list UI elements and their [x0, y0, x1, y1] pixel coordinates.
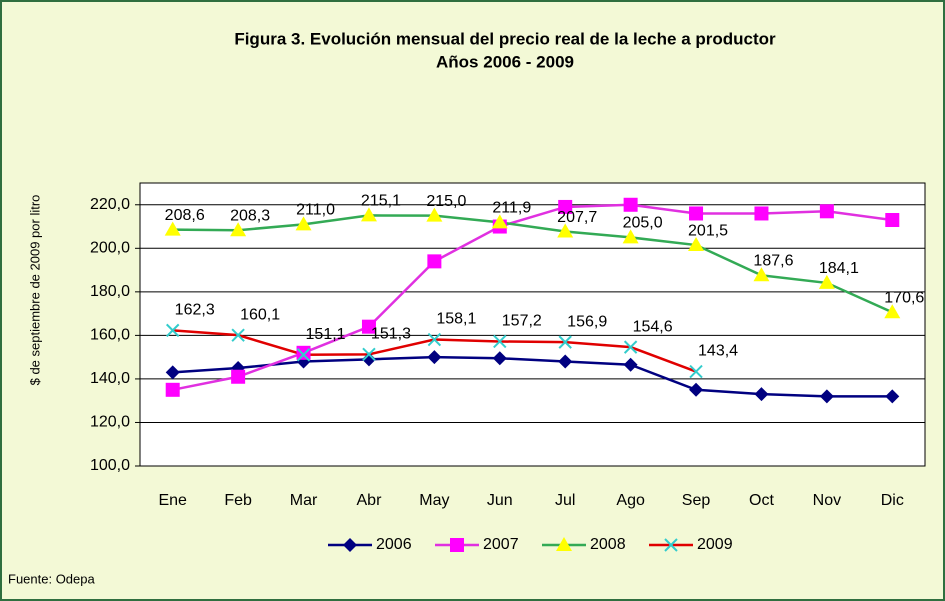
data-label: 157,2 [502, 313, 542, 330]
legend-label: 2006 [376, 536, 412, 553]
chart-title: Figura 3. Evolución mensual del precio r… [234, 29, 776, 48]
point-marker [689, 364, 703, 379]
series-line [172, 214, 893, 314]
data-label: 156,9 [567, 313, 607, 330]
data-label: 151,1 [306, 326, 346, 343]
point-marker [427, 350, 442, 365]
point-marker [296, 345, 311, 360]
point-marker [819, 204, 834, 219]
data-label: 187,6 [753, 253, 793, 270]
point-marker [166, 323, 180, 338]
legend-marker [450, 538, 464, 552]
point-marker [623, 197, 638, 212]
point-marker [165, 382, 180, 397]
point-marker [623, 340, 638, 354]
point-marker [885, 389, 900, 404]
point-marker [819, 389, 834, 404]
series-line [172, 203, 893, 392]
point-marker [622, 229, 639, 244]
x-tick-label: Oct [749, 492, 774, 509]
y-tick-label: 220,0 [90, 196, 130, 213]
data-label: 211,9 [492, 200, 531, 217]
point-marker [818, 274, 835, 289]
point-marker [231, 328, 245, 342]
x-tick-label: Ago [616, 492, 645, 509]
point-marker [493, 334, 507, 349]
y-tick-label: 140,0 [90, 370, 130, 387]
data-label: 151,3 [371, 326, 411, 343]
x-tick-label: Sep [682, 492, 711, 509]
series-line [172, 355, 893, 398]
x-tick-label: Jun [487, 492, 513, 509]
point-marker [427, 332, 442, 347]
point-marker [491, 214, 508, 229]
plot-area [139, 182, 926, 467]
data-label: 160,1 [240, 306, 280, 323]
point-marker [492, 351, 507, 366]
data-label: 158,1 [436, 311, 476, 328]
source: Fuente: Odepa [8, 571, 95, 586]
point-marker [426, 207, 443, 222]
point-marker [557, 223, 574, 238]
data-label: 143,4 [698, 343, 738, 360]
point-marker [295, 216, 312, 231]
x-tick-label: Nov [813, 492, 841, 509]
point-marker [165, 365, 180, 380]
point-marker [689, 382, 704, 397]
data-label: 154,6 [633, 318, 673, 335]
data-label: 215,1 [361, 193, 401, 210]
point-marker [884, 304, 901, 319]
point-marker [688, 237, 705, 252]
legend-marker [556, 537, 572, 551]
data-label: 211,0 [296, 202, 335, 219]
data-label: 215,0 [426, 193, 466, 210]
data-label: 201,5 [688, 222, 728, 239]
data-label: 170,6 [884, 290, 924, 307]
x-tick-label: Dic [881, 492, 904, 509]
x-tick-label: Ene [158, 492, 187, 509]
data-label: 208,6 [165, 207, 205, 224]
y-tick-label: 120,0 [90, 414, 130, 431]
point-marker [362, 347, 376, 362]
point-marker [296, 348, 311, 362]
y-tick-label: 160,0 [90, 327, 130, 344]
legend-label: 2008 [590, 536, 626, 553]
data-label: 162,3 [175, 302, 215, 319]
point-marker [360, 207, 377, 222]
chart-subtitle: Años 2006 - 2009 [436, 52, 574, 71]
y-tick-label: 100,0 [90, 457, 130, 474]
point-marker [230, 222, 247, 237]
legend-label: 2007 [483, 536, 519, 553]
data-label: 208,3 [230, 207, 270, 224]
legend-label: 2009 [697, 536, 733, 553]
y-tick-label: 180,0 [90, 283, 130, 300]
x-tick-label: Mar [290, 492, 318, 509]
point-marker [361, 352, 376, 367]
point-marker [754, 387, 769, 402]
x-tick-label: Feb [224, 492, 252, 509]
legend-marker [343, 538, 357, 552]
point-marker [361, 319, 376, 334]
x-tick-label: Jul [555, 492, 575, 509]
point-marker [164, 221, 181, 236]
point-marker [558, 335, 572, 349]
data-label: 207,7 [557, 209, 597, 226]
point-marker [231, 369, 246, 384]
point-marker [558, 354, 573, 369]
data-label: 184,1 [819, 260, 859, 277]
point-marker [623, 357, 638, 372]
point-marker [754, 206, 769, 221]
point-marker [558, 199, 573, 214]
y-axis-label: $ de septiembre de 2009 por litro [27, 195, 42, 386]
data-label: 205,0 [623, 215, 663, 232]
point-marker [689, 206, 704, 221]
point-marker [885, 213, 900, 228]
x-tick-label: May [419, 492, 449, 509]
point-marker [427, 254, 442, 269]
point-marker [753, 267, 770, 282]
y-tick-label: 200,0 [90, 240, 130, 257]
legend-marker [664, 538, 678, 552]
x-tick-label: Abr [357, 492, 383, 509]
